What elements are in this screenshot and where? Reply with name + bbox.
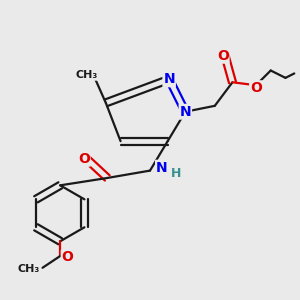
Text: O: O xyxy=(250,81,262,95)
Text: N: N xyxy=(163,72,175,86)
Text: O: O xyxy=(217,49,229,63)
Text: H: H xyxy=(171,167,182,180)
Text: CH₃: CH₃ xyxy=(17,264,40,274)
Text: N: N xyxy=(156,161,168,175)
Text: O: O xyxy=(78,152,90,166)
Text: O: O xyxy=(61,250,74,265)
Text: CH₃: CH₃ xyxy=(76,70,98,80)
Text: N: N xyxy=(179,105,191,119)
